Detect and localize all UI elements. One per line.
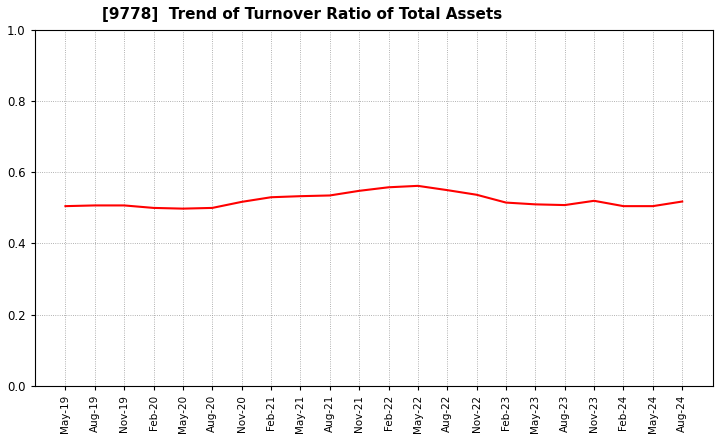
Text: [9778]  Trend of Turnover Ratio of Total Assets: [9778] Trend of Turnover Ratio of Total … [102, 7, 503, 22]
